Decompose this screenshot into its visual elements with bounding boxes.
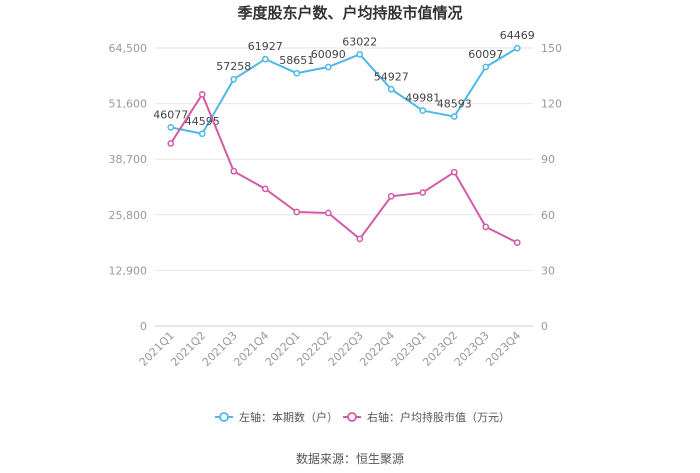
- data-point: [513, 44, 521, 52]
- data-point: [324, 63, 332, 71]
- data-point: [167, 124, 175, 131]
- data-point: [419, 189, 427, 196]
- data-point: [293, 69, 301, 77]
- data-point: [450, 113, 458, 120]
- data-point: [261, 55, 269, 63]
- y-left-tick-label: 64,500: [109, 42, 148, 55]
- data-point: [482, 63, 490, 71]
- legend-label: 右轴：户均持股市值（万元）: [367, 410, 510, 424]
- data-point: [419, 107, 427, 114]
- data-point: [513, 239, 521, 246]
- data-point: [261, 185, 269, 193]
- data-point: [293, 208, 301, 216]
- data-point: [198, 90, 206, 98]
- legend-swatch-marker: [347, 412, 357, 422]
- y-right-tick-label: 0: [541, 320, 548, 333]
- series-line-1: [170, 47, 518, 135]
- data-point: [356, 235, 364, 243]
- data-label: 58651: [279, 54, 314, 67]
- data-point: [450, 168, 458, 176]
- data-point: [230, 167, 238, 175]
- legend-swatch-marker: [219, 412, 229, 422]
- data-label: 57258: [216, 60, 251, 73]
- y-left-tick-label: 0: [140, 320, 147, 333]
- data-point: [167, 140, 175, 147]
- data-label: 64469: [500, 29, 535, 42]
- y-right-tick-label: 120: [541, 98, 562, 111]
- data-point: [324, 209, 332, 217]
- data-label: 49981: [405, 92, 440, 105]
- data-label: 48593: [437, 98, 472, 111]
- data-point: [387, 192, 395, 200]
- data-point: [387, 85, 395, 93]
- data-label: 61927: [248, 40, 283, 53]
- y-right-tick-label: 30: [541, 264, 555, 277]
- series-line-2: [169, 92, 518, 244]
- y-right-tick-label: 90: [541, 153, 555, 166]
- data-label: 60090: [311, 48, 346, 61]
- data-point: [198, 130, 206, 138]
- data-label: 54927: [374, 70, 409, 83]
- data-label: 63022: [342, 35, 377, 48]
- y-left-tick-label: 38,700: [109, 153, 148, 166]
- chart-title: 季度股东户数、户均持股市值情况: [237, 4, 463, 22]
- data-label: 60097: [468, 48, 503, 61]
- y-right-tick-label: 150: [541, 42, 562, 55]
- data-point: [356, 51, 364, 58]
- y-left-tick-label: 51,600: [109, 98, 148, 111]
- legend-label: 左轴：本期数（户）: [239, 410, 338, 424]
- y-right-tick-label: 60: [541, 209, 555, 222]
- data-label: 46077: [153, 108, 188, 121]
- y-left-tick-label: 12,900: [109, 264, 148, 277]
- data-point: [230, 75, 238, 83]
- data-source: 数据来源：恒生聚源: [295, 452, 404, 466]
- y-left-tick-label: 25,800: [109, 209, 148, 222]
- data-point: [482, 223, 490, 231]
- x-tick-label: 2023Q4: [483, 329, 523, 369]
